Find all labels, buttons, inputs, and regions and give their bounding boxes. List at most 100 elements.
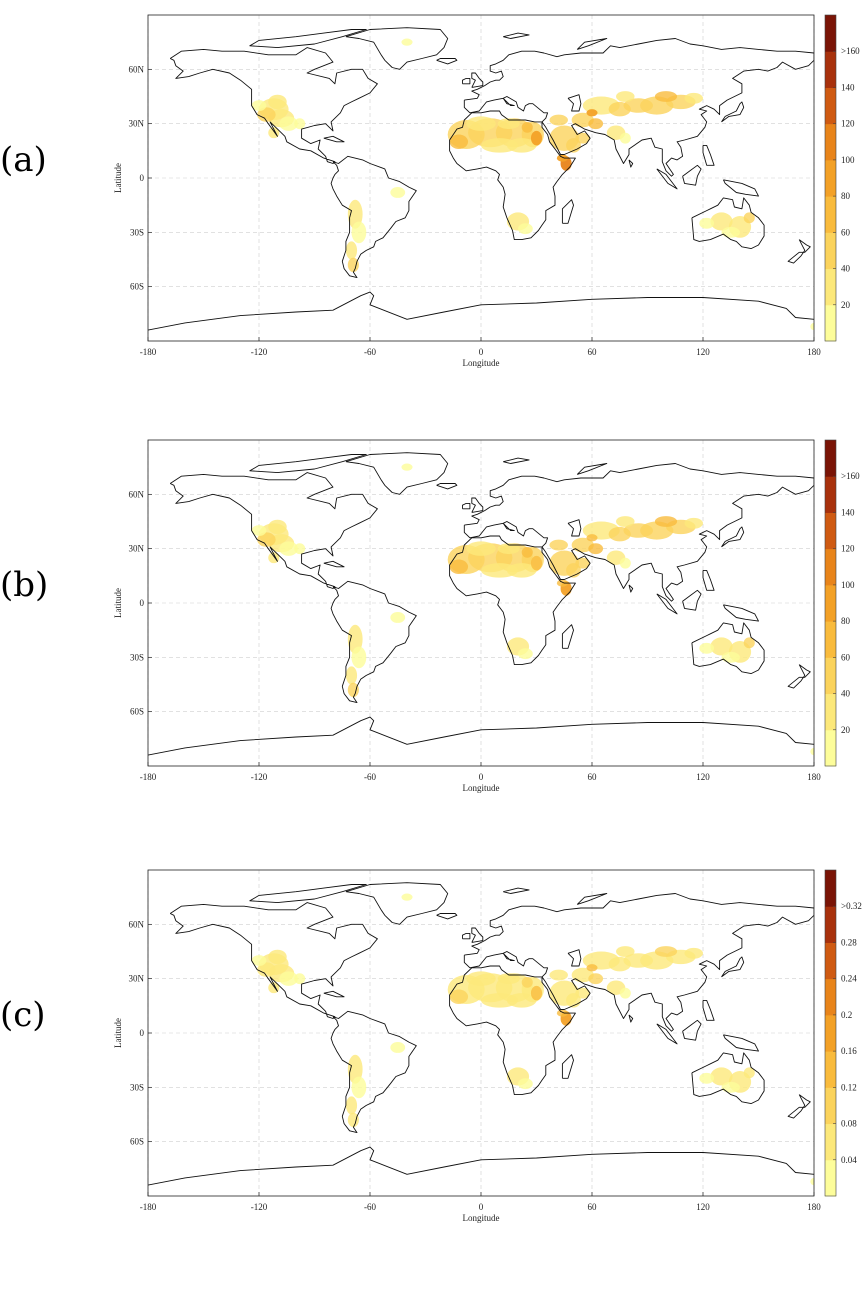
x-tick-label: 0	[479, 772, 484, 782]
data-cell	[549, 539, 568, 551]
data-cell	[466, 541, 496, 556]
data-cell	[619, 557, 631, 569]
x-tick-label: 120	[696, 772, 710, 782]
data-cell	[588, 973, 604, 985]
coastline-australia	[691, 197, 765, 250]
colorbar-segment	[825, 87, 836, 125]
data-cell	[721, 651, 740, 663]
data-cell	[294, 543, 306, 555]
colorbar-frame	[824, 14, 837, 342]
coastline-australia	[691, 622, 765, 675]
coastline-sumatra	[656, 1023, 678, 1045]
data-cell	[279, 116, 298, 131]
y-tick-label: 60N	[129, 919, 145, 929]
data-cell	[294, 118, 306, 130]
coastline-nz	[787, 239, 811, 264]
data-cell	[654, 91, 678, 102]
coastline-new-guinea	[722, 179, 759, 197]
colorbar-tick-label: 0.08	[841, 1119, 857, 1129]
data-cell	[721, 1081, 740, 1093]
data-cell	[449, 559, 469, 575]
colorbar-tick-label: >160	[841, 46, 860, 56]
x-tick-label: -180	[140, 347, 157, 357]
colorbar-tick-label: 60	[841, 652, 851, 662]
coastline-ireland	[462, 502, 471, 510]
coastline-south-america	[330, 1010, 417, 1134]
data-cell	[556, 1009, 568, 1017]
map-panel: -180 -120 -60 0 60 120 180 Longitude 60N 30N 0 30S 6…	[113, 14, 860, 368]
coastline-eurasia	[463, 463, 814, 602]
colorbar-tick-label: 120	[841, 119, 855, 129]
data-cell	[549, 969, 568, 981]
coastline-madagascar	[561, 624, 574, 649]
data-cell	[743, 1067, 755, 1079]
coastline-novaya	[576, 38, 608, 50]
panel-label: (b)	[0, 565, 49, 605]
x-axis-label: Longitude	[463, 1213, 500, 1223]
data-cell	[743, 637, 755, 649]
colorbar-segment	[825, 51, 836, 88]
colorbar-segment	[825, 476, 836, 513]
colorbar-tick-label: 20	[841, 300, 851, 310]
data-cell	[521, 546, 533, 558]
data-cell	[390, 187, 406, 198]
x-tick-label: 60	[588, 347, 598, 357]
colorbar-segment	[825, 1014, 836, 1052]
data-cell	[268, 949, 287, 965]
data-cell	[710, 1067, 733, 1086]
colorbar-tick-label: 60	[841, 227, 851, 237]
data-cell	[294, 973, 306, 985]
colorbar-segment	[825, 621, 836, 658]
data-cell	[549, 114, 568, 126]
x-tick-label: 180	[807, 1202, 821, 1212]
y-tick-label: 30S	[130, 227, 144, 237]
coastline-sumatra	[656, 593, 678, 615]
data-cell	[619, 132, 631, 144]
x-tick-label: -180	[140, 772, 157, 782]
colorbar-tick-label: 0.2	[841, 1010, 852, 1020]
coastline-novaya	[576, 893, 608, 905]
coastline-eurasia	[463, 38, 814, 177]
colorbar-tick-label: 0.12	[841, 1082, 857, 1092]
data-cell	[518, 1078, 533, 1090]
data-cell	[251, 955, 267, 966]
data-cell	[401, 463, 413, 471]
coastline-greenland	[345, 882, 449, 925]
coastline-philippines	[702, 569, 715, 591]
y-tick-label: 60S	[130, 707, 144, 717]
colorbar-tick-label: >0.32	[841, 901, 862, 911]
data-cell	[586, 964, 598, 972]
colorbar-tick-label: 0.04	[841, 1155, 857, 1165]
colorbar-tick-label: 100	[841, 155, 855, 165]
coastline-sri-lanka	[628, 584, 634, 593]
data-cell	[268, 94, 287, 110]
coastline-iceland	[436, 58, 458, 65]
x-tick-label: -60	[364, 772, 376, 782]
coastline-africa	[449, 535, 576, 666]
coastline-new-guinea	[722, 1034, 759, 1052]
data-cell	[347, 1112, 359, 1128]
y-axis-label: Latitude	[113, 588, 123, 618]
coastline-greenland	[345, 452, 449, 495]
colorbar-segment	[825, 512, 836, 550]
data-cell	[530, 555, 543, 571]
coastline-sri-lanka	[628, 1014, 634, 1023]
data-cell	[616, 91, 635, 102]
colorbar-segment	[825, 196, 836, 233]
coastline-australia	[691, 1052, 765, 1105]
colorbar-segment	[825, 268, 836, 306]
coastline-madagascar	[561, 199, 574, 224]
data-cell	[481, 563, 518, 578]
colorbar-segment	[825, 729, 836, 767]
colorbar-segment	[825, 159, 836, 197]
coastline-caspian	[567, 519, 582, 537]
data-cell	[506, 993, 537, 1008]
panel-label: (a)	[0, 140, 47, 180]
coastline-antarctica	[148, 1146, 814, 1186]
coastline-north-america	[169, 47, 378, 164]
data-cell	[743, 212, 755, 224]
x-tick-label: 60	[588, 1202, 598, 1212]
colorbar-tick-label: 0.24	[841, 974, 857, 984]
data-cell	[390, 612, 406, 623]
coastline-cuba	[323, 990, 345, 998]
